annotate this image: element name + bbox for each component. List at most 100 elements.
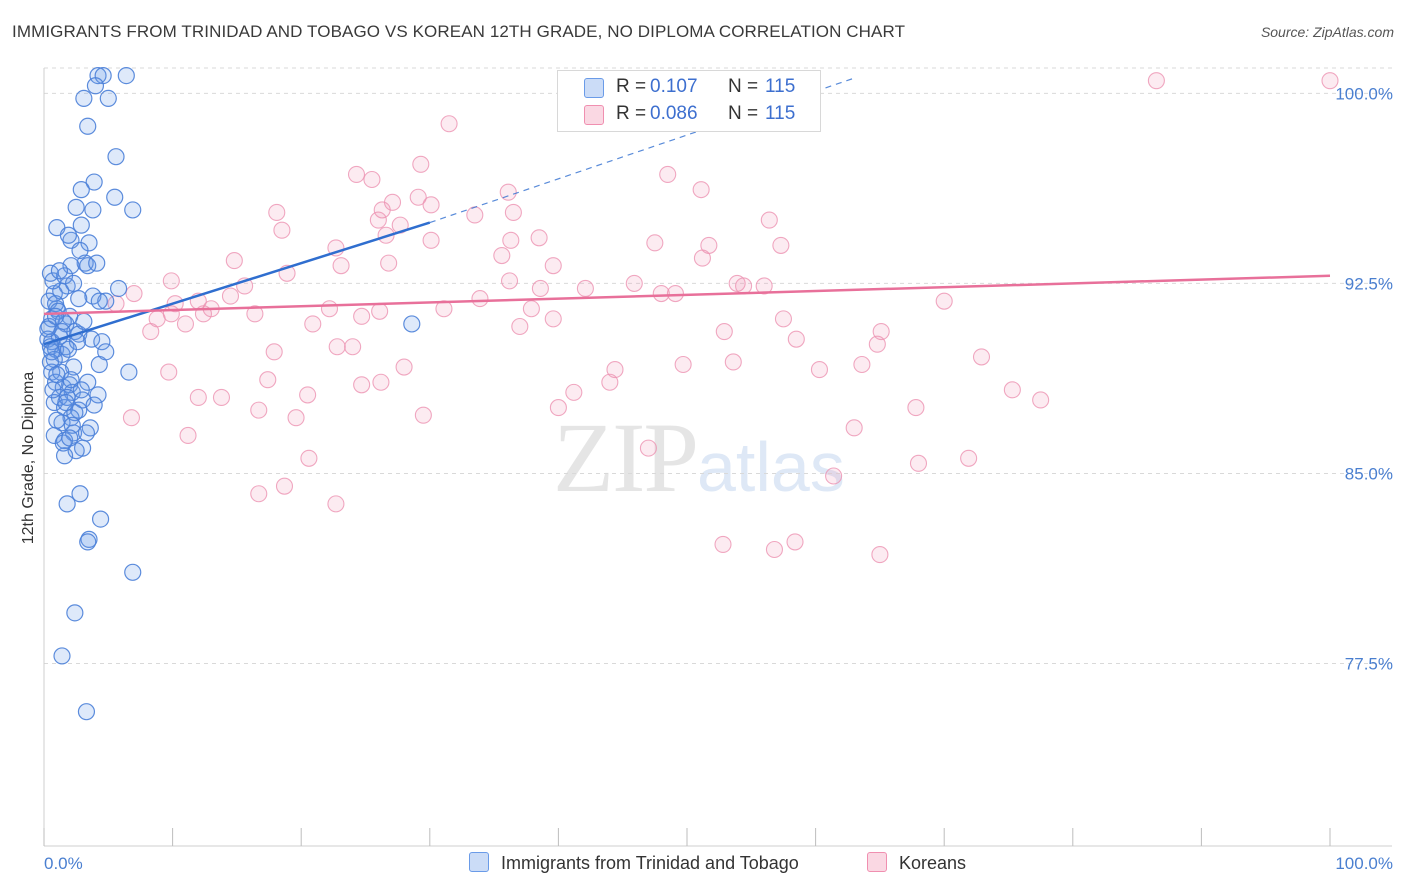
korean-point — [275, 477, 294, 495]
trinidad-point — [97, 343, 115, 361]
korean-point — [250, 401, 268, 419]
korean-point — [544, 257, 562, 275]
trinidad-point — [71, 485, 89, 503]
chart-title: IMMIGRANTS FROM TRINIDAD AND TOBAGO VS K… — [12, 22, 906, 41]
trinidad-point — [106, 188, 124, 206]
korean-point — [692, 181, 710, 199]
trinidad-point — [77, 703, 96, 721]
korean-point — [606, 361, 624, 379]
trinidad-point — [71, 241, 89, 260]
korean-point — [221, 287, 240, 305]
korean-point — [414, 406, 432, 424]
korean-point — [872, 323, 890, 341]
trinidad-point — [43, 343, 61, 361]
korean-point — [189, 388, 207, 406]
legend-r-value: 0.107 — [650, 76, 698, 97]
korean-point — [549, 399, 567, 417]
korean-point — [493, 246, 511, 265]
trinidad-point — [55, 447, 74, 465]
korean-point — [353, 376, 371, 394]
trinidad-point — [46, 307, 65, 325]
trinidad-point — [79, 117, 97, 135]
legend-n-value: 115 — [765, 76, 796, 97]
trinidad-point — [403, 315, 421, 333]
korean-point — [522, 300, 540, 318]
korean-point — [909, 454, 928, 472]
korean-point — [755, 277, 773, 295]
trinidad-point — [91, 510, 110, 528]
trinidad-trend-extension — [429, 77, 855, 224]
korean-point — [1003, 381, 1021, 399]
trinidad-point — [70, 290, 88, 308]
korean-point — [373, 201, 391, 219]
trinidad-point — [84, 201, 102, 219]
korean-point — [714, 535, 732, 553]
korean-point — [868, 335, 886, 353]
trinidad-point — [63, 416, 81, 434]
trinidad-point — [50, 262, 69, 280]
y-tick-label: 92.5% — [1345, 274, 1393, 293]
legend-swatch-blue — [584, 78, 604, 98]
korean-point — [1032, 391, 1050, 409]
y-tick-label: 85.0% — [1345, 464, 1393, 483]
korean-point — [409, 188, 427, 206]
korean-point — [530, 229, 548, 247]
korean-point — [287, 409, 305, 427]
korean-point — [328, 338, 346, 356]
korean-point — [1321, 72, 1339, 90]
korean-point — [332, 257, 350, 275]
trinidad-point — [79, 533, 97, 551]
y-tick-label: 77.5% — [1345, 655, 1393, 674]
trinidad-point — [48, 366, 66, 384]
trinidad-point — [97, 292, 115, 310]
legend-n-value: 115 — [765, 103, 796, 124]
korean-point — [162, 305, 180, 323]
korean-point — [760, 211, 778, 229]
trinidad-point — [77, 424, 96, 442]
korean-point — [179, 426, 197, 445]
trinidad-point — [72, 216, 90, 234]
korean-point — [125, 284, 143, 303]
korean-point — [786, 533, 804, 551]
korean-point — [162, 272, 180, 290]
bottom-legend-series2: Koreans — [867, 852, 966, 874]
trinidad-point — [59, 340, 78, 358]
y-axis-label: 12th Grade, No Diploma — [20, 371, 37, 545]
trinidad-point — [117, 67, 135, 85]
korean-point — [440, 115, 458, 133]
korean-point — [259, 371, 277, 389]
korean-point — [371, 302, 389, 320]
korean-point — [735, 277, 753, 295]
bottom-legend-label: Immigrants from Trinidad and Tobago — [501, 853, 799, 873]
korean-point — [225, 252, 243, 270]
bottom-legend-swatch-pink — [867, 852, 887, 872]
trinidad-point — [53, 647, 71, 665]
korean-point — [344, 338, 362, 356]
korean-point — [935, 292, 953, 310]
korean-point — [250, 485, 268, 503]
korean-point — [674, 355, 692, 374]
korean-point — [715, 323, 733, 341]
korean-point — [787, 330, 805, 348]
korean-point — [652, 284, 670, 303]
korean-point — [544, 310, 562, 328]
korean-point — [412, 155, 430, 173]
trinidad-point — [93, 333, 111, 351]
korean-point — [422, 231, 440, 249]
korean-point — [502, 231, 520, 249]
trinidad-point — [72, 181, 90, 199]
trinidad-point — [75, 312, 93, 331]
korean-point — [907, 399, 925, 417]
legend-r-value: 0.086 — [650, 103, 698, 124]
trinidad-point — [61, 429, 79, 447]
trinidad-point — [64, 274, 83, 293]
trinidad-point — [39, 320, 57, 338]
legend-swatch-pink — [584, 105, 604, 125]
korean-point — [724, 353, 742, 371]
trinidad-point — [72, 381, 90, 399]
korean-point — [327, 495, 345, 513]
trinidad-trend-line — [43, 221, 431, 346]
korean-point — [972, 348, 991, 366]
bottom-legend-swatch-blue — [469, 852, 489, 872]
source-label: Source: ZipAtlas.com — [1260, 24, 1394, 40]
